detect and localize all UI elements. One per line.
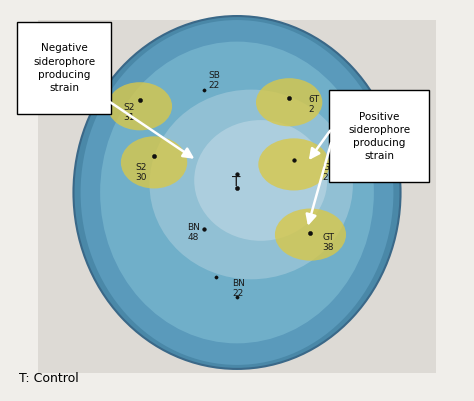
Ellipse shape <box>258 138 329 190</box>
Ellipse shape <box>275 209 346 261</box>
FancyBboxPatch shape <box>329 90 429 182</box>
Ellipse shape <box>73 16 401 369</box>
Ellipse shape <box>121 136 187 188</box>
Text: S2
31: S2 31 <box>123 103 135 122</box>
Ellipse shape <box>194 120 327 241</box>
Text: Negative
siderophore
producing
strain: Negative siderophore producing strain <box>33 43 95 93</box>
Text: T: T <box>232 176 241 189</box>
Text: GT
38: GT 38 <box>322 233 334 252</box>
Ellipse shape <box>100 42 374 343</box>
Ellipse shape <box>256 78 322 126</box>
Text: BN
22: BN 22 <box>232 279 245 298</box>
Text: BN
48: BN 48 <box>187 223 200 242</box>
Ellipse shape <box>149 89 353 279</box>
Text: GT
2: GT 2 <box>322 163 334 182</box>
Text: SB
22: SB 22 <box>209 71 220 90</box>
Text: S2
30: S2 30 <box>135 163 146 182</box>
Text: T: Control: T: Control <box>19 372 79 385</box>
Ellipse shape <box>81 20 393 365</box>
Text: Positive
siderophore
producing
strain: Positive siderophore producing strain <box>348 111 410 161</box>
FancyBboxPatch shape <box>38 20 436 373</box>
Ellipse shape <box>108 82 172 130</box>
FancyBboxPatch shape <box>17 22 111 114</box>
Text: 6T
2: 6T 2 <box>308 95 319 114</box>
